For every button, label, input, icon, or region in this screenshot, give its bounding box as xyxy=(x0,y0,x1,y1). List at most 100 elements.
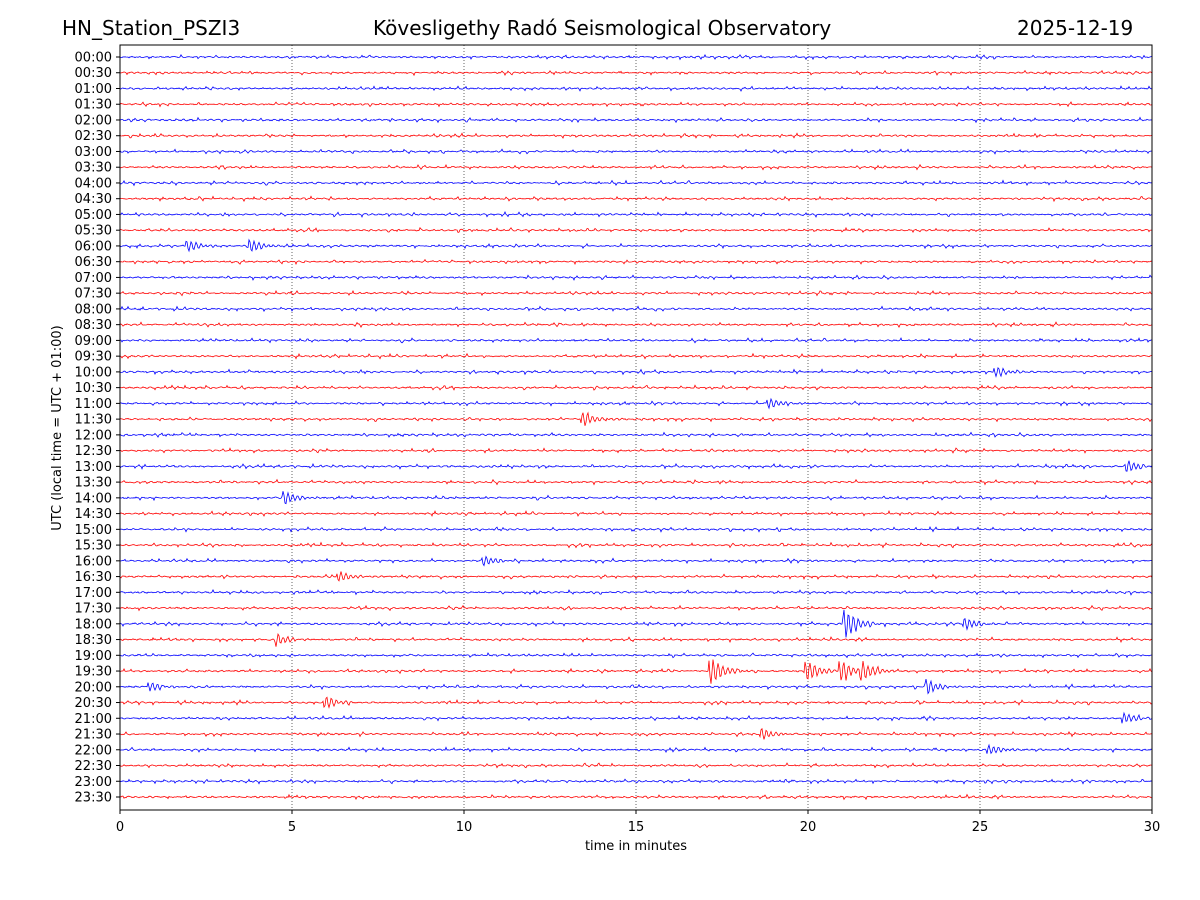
trace-1930 xyxy=(119,659,1153,684)
trace-0900 xyxy=(119,337,1153,344)
trace-1430 xyxy=(119,510,1153,517)
row-time-label: 13:30 xyxy=(75,476,112,491)
x-tick-label: 20 xyxy=(800,820,817,835)
trace-2300 xyxy=(119,778,1153,785)
date-title: 2025-12-19 xyxy=(1017,16,1134,40)
trace-0100 xyxy=(119,85,1153,92)
trace-0230 xyxy=(119,132,1153,139)
trace-2330 xyxy=(119,793,1153,801)
trace-0830 xyxy=(119,321,1153,328)
row-time-label: 12:00 xyxy=(75,428,112,443)
row-time-label: 19:30 xyxy=(75,665,112,680)
row-time-label: 14:00 xyxy=(75,491,112,506)
trace-2000 xyxy=(119,679,1153,695)
trace-0700 xyxy=(119,274,1153,281)
trace-2230 xyxy=(119,762,1153,769)
row-time-label: 08:30 xyxy=(75,318,112,333)
trace-2130 xyxy=(119,727,1152,740)
row-time-label: 05:00 xyxy=(75,208,112,223)
observatory-title: Kövesligethy Radó Seismological Observat… xyxy=(373,16,832,40)
row-time-label: 07:00 xyxy=(75,271,112,286)
x-tick-label: 0 xyxy=(116,820,124,835)
row-time-label: 21:30 xyxy=(75,728,112,743)
plot-frame xyxy=(119,44,1153,811)
trace-0800 xyxy=(119,305,1153,312)
row-time-label: 11:30 xyxy=(75,413,112,428)
row-time-label: 14:30 xyxy=(75,507,112,522)
trace-0130 xyxy=(119,101,1153,108)
trace-1730 xyxy=(119,604,1153,612)
trace-0600 xyxy=(119,238,1153,253)
row-time-label: 02:00 xyxy=(75,113,112,128)
row-time-label: 22:00 xyxy=(75,743,112,758)
row-time-label: 06:00 xyxy=(75,239,112,254)
row-time-label: 04:00 xyxy=(75,176,112,191)
trace-1330 xyxy=(119,478,1153,486)
row-time-label: 02:30 xyxy=(75,129,112,144)
trace-1700 xyxy=(119,588,1153,596)
trace-0930 xyxy=(119,352,1153,360)
trace-0030 xyxy=(119,69,1153,77)
row-time-label: 13:00 xyxy=(75,460,112,475)
trace-0000 xyxy=(119,53,1153,61)
row-time-label: 00:00 xyxy=(75,51,112,66)
trace-1830 xyxy=(119,632,1153,647)
trace-2200 xyxy=(119,743,1153,755)
row-time-label: 22:30 xyxy=(75,759,112,774)
x-tick-label: 25 xyxy=(972,820,989,835)
trace-1130 xyxy=(119,411,1153,426)
row-time-label: 17:30 xyxy=(75,602,112,617)
trace-1900 xyxy=(119,652,1153,659)
trace-1200 xyxy=(119,431,1153,438)
row-time-label: 04:30 xyxy=(75,192,112,207)
row-time-label: 15:00 xyxy=(75,523,112,538)
row-time-label: 09:30 xyxy=(75,350,112,365)
x-tick-label: 5 xyxy=(288,820,296,835)
trace-1500 xyxy=(120,525,1153,533)
row-time-label: 01:00 xyxy=(75,82,112,97)
row-time-label: 15:30 xyxy=(75,539,112,554)
trace-1800 xyxy=(119,609,1153,638)
row-time-label: 18:00 xyxy=(75,617,112,632)
row-time-label: 23:30 xyxy=(75,791,112,806)
row-time-label: 23:00 xyxy=(75,775,112,790)
trace-0300 xyxy=(119,148,1153,155)
row-time-label: 19:00 xyxy=(75,649,112,664)
trace-1000 xyxy=(119,366,1153,378)
row-time-label: 18:30 xyxy=(75,633,112,648)
trace-0330 xyxy=(119,163,1153,171)
row-time-label: 05:30 xyxy=(75,224,112,239)
row-time-label: 09:00 xyxy=(75,334,112,349)
y-axis-label: UTC (local time = UTC + 01:00) xyxy=(50,325,65,530)
row-time-label: 16:30 xyxy=(75,570,112,585)
row-time-label: 21:00 xyxy=(75,712,112,727)
row-time-label: 17:00 xyxy=(75,586,112,601)
trace-1630 xyxy=(119,571,1153,582)
trace-1400 xyxy=(119,491,1153,505)
trace-0500 xyxy=(119,210,1153,218)
row-time-label: 08:00 xyxy=(75,302,112,317)
row-time-label: 10:30 xyxy=(75,381,112,396)
trace-2030 xyxy=(120,696,1153,709)
row-time-label: 01:30 xyxy=(75,98,112,113)
trace-0200 xyxy=(119,116,1153,124)
trace-0530 xyxy=(119,226,1152,234)
row-time-label: 06:30 xyxy=(75,255,112,270)
station-title: HN_Station_PSZI3 xyxy=(62,16,241,40)
trace-1230 xyxy=(119,447,1153,454)
trace-2100 xyxy=(119,711,1153,724)
row-time-label: 10:00 xyxy=(75,365,112,380)
row-time-label: 20:30 xyxy=(75,696,112,711)
trace-1600 xyxy=(119,555,1153,567)
trace-1530 xyxy=(119,541,1153,549)
x-tick-label: 15 xyxy=(628,820,645,835)
trace-1300 xyxy=(119,460,1153,472)
x-tick-label: 30 xyxy=(1144,820,1161,835)
trace-0400 xyxy=(119,179,1153,187)
row-time-label: 16:00 xyxy=(75,554,112,569)
row-time-label: 07:30 xyxy=(75,287,112,302)
row-time-label: 12:30 xyxy=(75,444,112,459)
x-axis-label: time in minutes xyxy=(585,839,687,854)
row-time-label: 20:00 xyxy=(75,680,112,695)
